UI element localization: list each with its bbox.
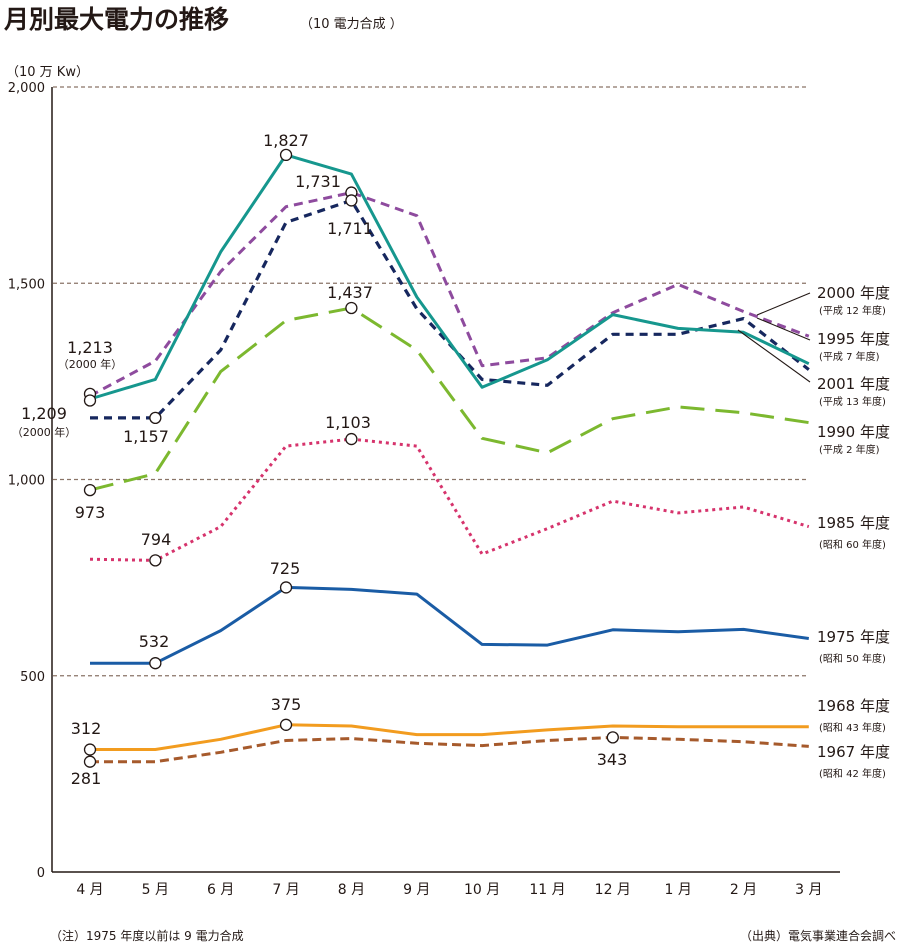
- x-tick-label: 1 月: [664, 882, 691, 898]
- data-label: 1,103: [325, 413, 371, 432]
- legend-label: 1985 年度: [817, 514, 890, 532]
- x-tick-label: 6 月: [207, 882, 234, 898]
- data-marker: [83, 394, 97, 407]
- data-label: 532: [139, 632, 170, 651]
- legend-sublabel: (昭和 42 年度): [819, 767, 886, 780]
- series-line: [89, 306, 810, 492]
- legend-sublabel: (昭和 43 年度): [819, 721, 886, 734]
- series-line: [89, 437, 810, 562]
- data-marker: [279, 148, 293, 162]
- series-line: [90, 723, 809, 751]
- data-label: 1,731: [295, 172, 341, 191]
- y-tick-label: 0: [37, 866, 45, 881]
- x-tick-label: 10 月: [464, 882, 500, 898]
- legend-label: 2001 年度: [817, 375, 890, 393]
- x-tick-label: 4 月: [76, 882, 103, 898]
- legend-label: 1990 年度: [817, 423, 890, 441]
- legend-leader-lines: [737, 292, 811, 383]
- legend-sublabel: (平成 13 年度): [819, 395, 886, 408]
- x-tick-label: 5 月: [142, 882, 169, 898]
- data-label: 281: [71, 769, 102, 788]
- y-tick-label: 2,000: [8, 81, 45, 96]
- series-line: [89, 153, 810, 401]
- data-marker: [149, 411, 162, 425]
- data-marker: [83, 483, 97, 497]
- data-label: 1,213: [67, 338, 113, 357]
- data-marker: [279, 581, 293, 594]
- data-label: 1,711: [327, 219, 373, 238]
- data-label: 343: [597, 750, 628, 769]
- data-label: 1,157: [123, 427, 169, 446]
- annotation-labels: 1,213（2000 年）1,209（2000 年） 1,157973794532…: [12, 131, 628, 788]
- x-tick-label: 2 月: [730, 882, 757, 898]
- y-tick-labels: 0 500 1,000 1,500 2,000: [8, 81, 45, 881]
- x-tick-label: 11 月: [529, 882, 565, 898]
- data-label: 794: [141, 530, 172, 549]
- legend-sublabel: (平成 12 年度): [819, 304, 886, 317]
- legend-sublabel: (昭和 50 年度): [819, 652, 886, 665]
- data-marker: [149, 657, 162, 670]
- data-label: 1,209: [21, 404, 67, 423]
- data-marker: [83, 743, 97, 756]
- data-label: 312: [71, 719, 102, 738]
- legend-sublabel: (平成 2 年度): [819, 443, 880, 456]
- data-marker: [345, 194, 358, 207]
- data-label: 725: [270, 559, 301, 578]
- legend-label: 1967 年度: [817, 743, 890, 761]
- chart-source: （出典）電気事業連合会調べ: [740, 928, 896, 943]
- x-tick-label: 3 月: [795, 882, 822, 898]
- data-marker: [149, 554, 162, 567]
- annotation-markers: [83, 148, 619, 768]
- data-label-note: （2000 年）: [12, 425, 77, 439]
- data-marker: [83, 755, 97, 768]
- leader-line: [756, 292, 811, 316]
- data-marker: [606, 731, 619, 744]
- chart-subtitle: （10 電力合成 ）: [300, 17, 403, 32]
- data-marker: [279, 718, 293, 731]
- y-tick-label: 1,000: [8, 474, 45, 489]
- data-label: 1,827: [263, 131, 309, 150]
- legend-sublabel: (平成 7 年度): [819, 350, 880, 363]
- chart-footnote: （注）1975 年度以前は 9 電力合成: [50, 928, 244, 943]
- legend-label: 1968 年度: [817, 697, 890, 715]
- legend-label: 1995 年度: [817, 330, 890, 348]
- series-line: [90, 585, 810, 665]
- leader-line: [756, 317, 811, 341]
- legend-sublabel: (昭和 60 年度): [819, 538, 886, 551]
- data-label-note: （2000 年）: [58, 357, 123, 371]
- legend-label: 1975 年度: [817, 628, 890, 646]
- y-tick-label: 500: [20, 670, 45, 685]
- x-tick-label: 8 月: [338, 882, 365, 898]
- data-marker: [345, 301, 358, 315]
- data-label: 375: [271, 695, 302, 714]
- series-line: [90, 198, 810, 420]
- leader-line: [737, 329, 811, 383]
- legend: 2000 年度 (平成 12 年度) 1995 年度 (平成 7 年度) 2001 年度…: [817, 284, 890, 780]
- y-axis-unit-label: （10 万 Kw）: [6, 65, 89, 80]
- chart-title: 月別最大電力の推移: [3, 5, 229, 34]
- series-line: [89, 191, 810, 398]
- gridlines: [53, 86, 808, 677]
- series-lines: [89, 153, 810, 764]
- y-tick-label: 1,500: [8, 277, 45, 292]
- x-tick-label: 12 月: [595, 882, 631, 898]
- series-line: [90, 735, 809, 764]
- x-tick-label: 7 月: [272, 882, 299, 898]
- data-label: 973: [75, 503, 106, 522]
- x-tick-label: 9 月: [403, 882, 430, 898]
- legend-label: 2000 年度: [817, 284, 890, 302]
- x-tick-labels: 4 月 5 月 6 月 7 月 8 月 9 月 10 月 11 月 12 月 1 月 2 月 3 月: [76, 882, 822, 898]
- data-marker: [345, 432, 358, 446]
- data-label: 1,437: [327, 283, 373, 302]
